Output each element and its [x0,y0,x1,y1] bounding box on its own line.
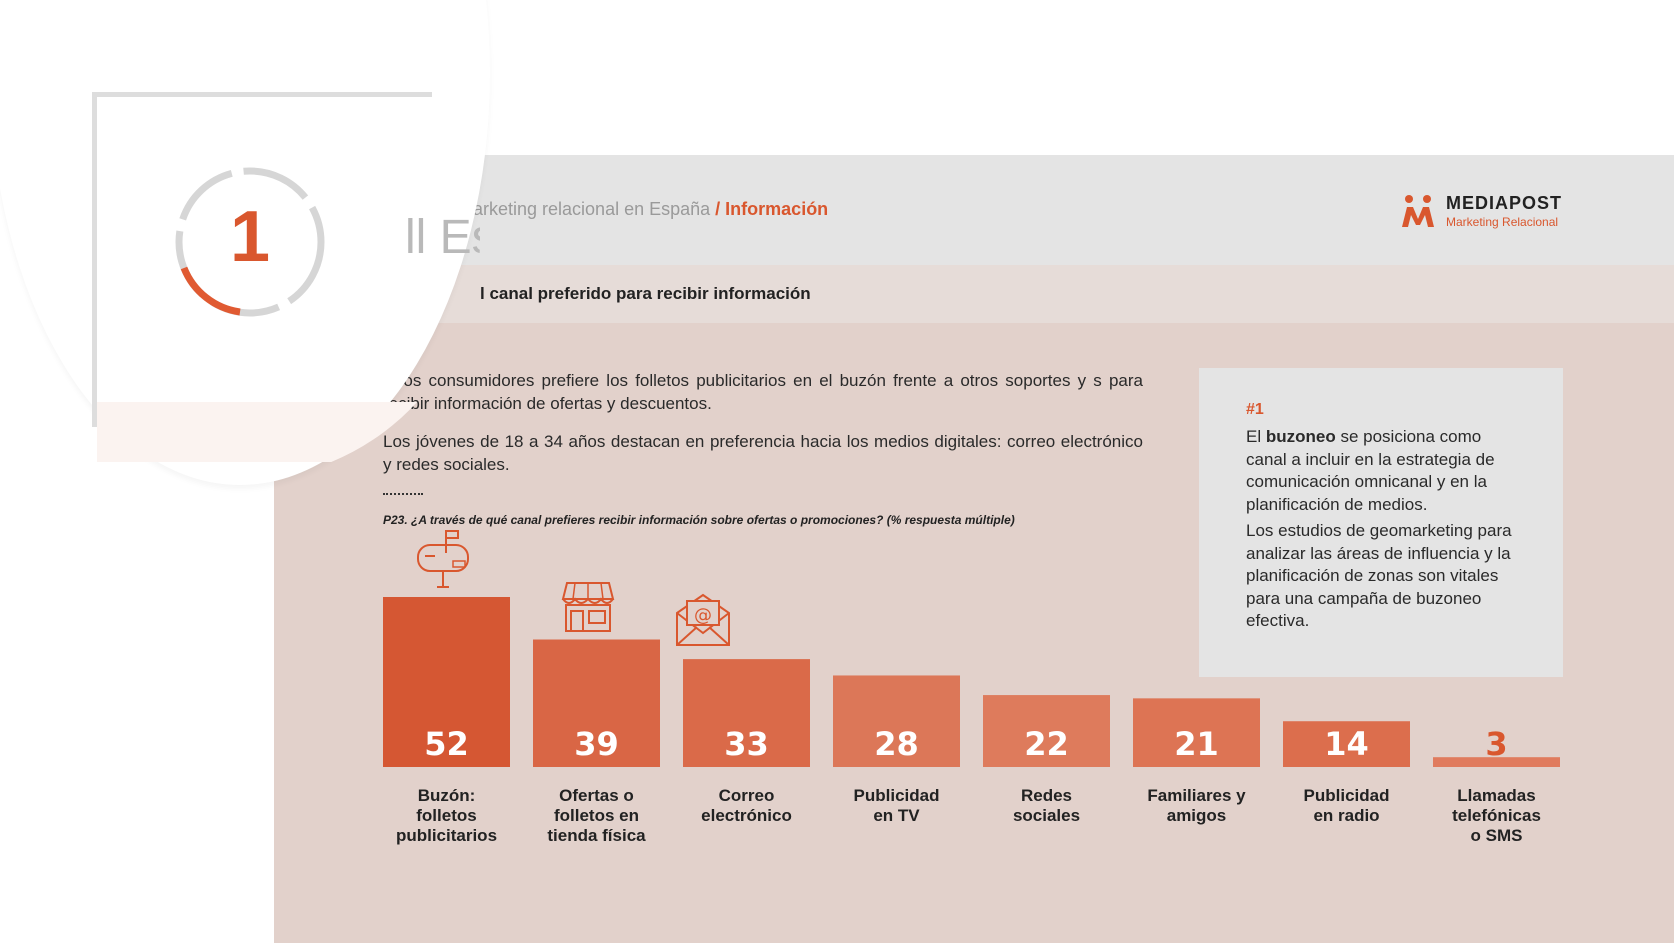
svg-text:@: @ [694,605,712,626]
breadcrumb-main: marketing relacional en España [458,199,711,219]
logo-name: MEDIAPOST [1446,193,1563,213]
bar-value-label: 3 [1485,725,1507,763]
header-band: marketing relacional en España / Informa… [274,155,1674,265]
callout-paragraph-1: El buzoneo se posiciona como canal a inc… [1246,426,1526,516]
category-label-line: Ofertas o [559,786,634,805]
callout-box: #1 El buzoneo se posiciona como canal a … [1199,368,1563,677]
category-label: Publicidad en radio [1277,786,1417,826]
survey-question: P23. ¿A través de qué canal prefieres re… [383,513,1015,527]
email-icon: @ [676,593,730,646]
intro-paragraph-1: e los consumidores prefiere los folletos… [383,371,1143,413]
callout-text-post: se posiciona como canal a incluir en la … [1246,427,1495,514]
bar-value-label: 39 [574,725,619,763]
callout-text-bold: buzoneo [1265,427,1336,446]
slide: marketing relacional en España / Informa… [274,155,1674,943]
category-label: Correo electrónico [677,786,817,826]
category-label-line: en TV [873,806,920,825]
category-label: Publicidad en TV [827,786,967,826]
category-label-line: Redes [1020,786,1073,805]
progress-ring-icon [175,167,325,317]
breadcrumb-section: / Información [715,199,829,219]
category-label-line: Publicidad [853,786,940,805]
mediapost-logo: MEDIAPOST Marketing Relacional [1400,193,1580,233]
category-label-line: tienda física [547,826,646,845]
magnifier-pink-band [97,402,427,462]
category-label-line: Llamadas [1457,786,1536,805]
category-label: Redes sociales [977,786,1117,826]
bar-value-label: 28 [874,725,919,763]
callout-tag: #1 [1246,401,1264,418]
category-label-line: folletos [416,806,477,825]
category-label-line: o SMS [1470,826,1523,845]
bar-7 [1283,721,1410,767]
callout-text-pre: El [1246,427,1266,446]
category-label-line: en radio [1313,806,1380,825]
callout-text: El buzoneo se posiciona como canal a inc… [1246,426,1526,637]
bar-8 [1433,757,1560,767]
category-label-line: Familiares y [1147,786,1246,805]
category-label: Familiares y amigos [1127,786,1267,826]
intro-paragraph-2: Los jóvenes de 18 a 34 años destacan en … [383,432,1143,474]
category-label-line: folletos en [553,806,639,825]
category-label-line: Buzón: [417,786,476,805]
category-label: Buzón: folletos publicitarios [377,786,517,846]
title-band [274,265,1674,323]
category-label: Llamadas telefónicas o SMS [1427,786,1567,846]
category-label-line: Correo [718,786,775,805]
bar-3 [683,659,810,767]
logo-tagline: Marketing Relacional [1446,215,1559,229]
category-label-line: Publicidad [1303,786,1390,805]
bar-value-label: 52 [424,725,469,763]
category-label-line: amigos [1166,806,1227,825]
bar-value-label: 14 [1324,725,1369,763]
category-label-line: telefónicas [1452,806,1541,825]
dotted-divider [383,493,423,495]
bar-value-label: 22 [1024,725,1069,763]
magnifier-text: ll Es [405,211,480,264]
bar-chart: 52 39 33 28 22 21 14 3 @ [383,530,1560,767]
storefront-icon [561,582,615,632]
magnifier-content: 1 ll Es [0,0,480,480]
bar-6 [1133,698,1260,767]
bar-1 [383,597,510,767]
intro-text: e los consumidores prefiere los folletos… [383,369,1143,491]
magnifier-number: 1 [230,197,271,277]
category-label-line: sociales [1012,806,1081,825]
category-label: Ofertas o folletos en tienda física [527,786,667,846]
bar-2 [533,639,660,767]
bar-4 [833,675,960,767]
bar-5 [983,695,1110,767]
category-label-line: publicitarios [395,826,498,845]
section-title: l canal preferido para recibir informaci… [480,284,811,303]
bar-value-label: 21 [1174,725,1219,763]
mailbox-icon [417,530,469,588]
callout-paragraph-2: Los estudios de geomarketing para analiz… [1246,521,1512,630]
magnifier-frame [92,92,432,427]
logo-mark-icon [1402,195,1434,227]
category-label-line: electrónico [701,806,792,825]
bar-value-label: 33 [724,725,769,763]
breadcrumb: marketing relacional en España / Informa… [458,199,828,220]
